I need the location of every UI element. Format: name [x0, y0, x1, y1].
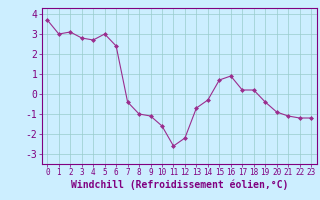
X-axis label: Windchill (Refroidissement éolien,°C): Windchill (Refroidissement éolien,°C) [70, 180, 288, 190]
